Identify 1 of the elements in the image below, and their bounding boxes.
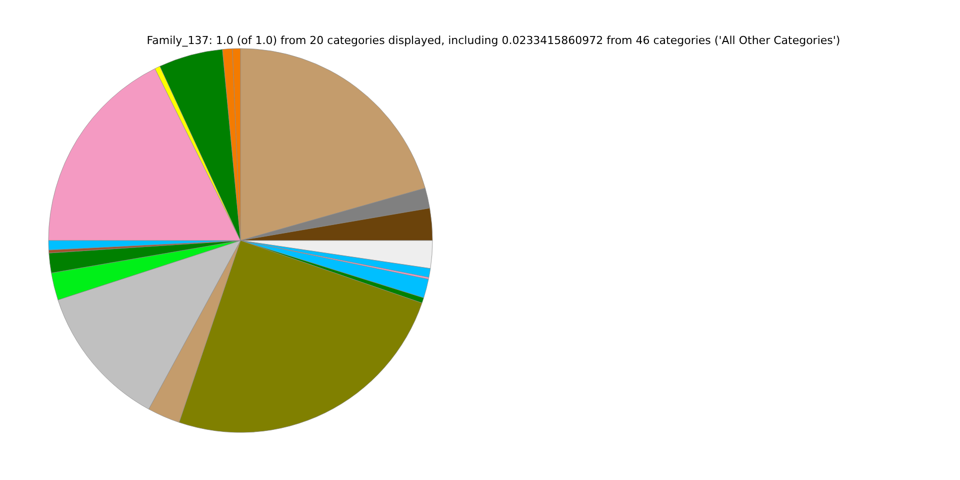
text: Family_137: 1.0 (of 1.0) from 20 categories displayed, including 0.0233415860972 from 46 categories ('All Other Categories') [146, 34, 840, 47]
